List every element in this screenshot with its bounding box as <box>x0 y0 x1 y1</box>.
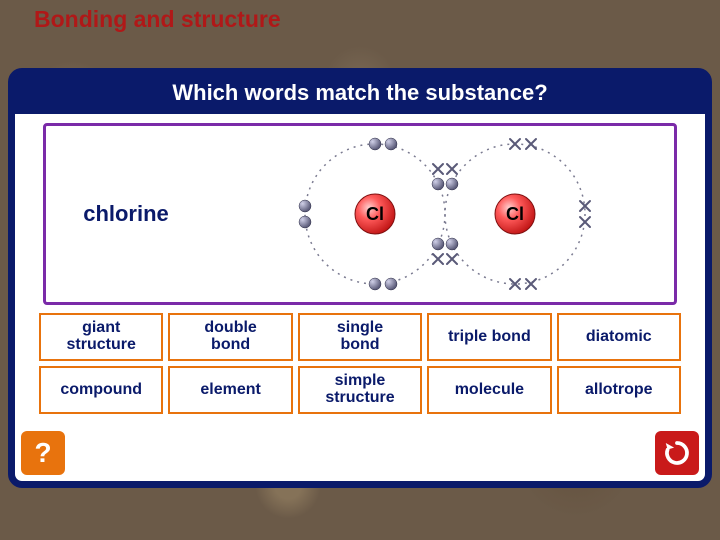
word-option[interactable]: element <box>168 366 292 414</box>
word-option[interactable]: molecule <box>427 366 551 414</box>
substance-box: chlorine Cl Cl <box>43 123 677 305</box>
word-option[interactable]: simple structure <box>298 366 422 414</box>
activity-panel: Which words match the substance? chlorin… <box>8 68 712 488</box>
undo-arrow-icon <box>662 438 692 468</box>
svg-text:Cl: Cl <box>366 204 384 224</box>
word-option[interactable]: triple bond <box>427 313 551 361</box>
banner-title: Which words match the substance? <box>14 74 706 114</box>
word-option[interactable]: compound <box>39 366 163 414</box>
word-option[interactable]: diatomic <box>557 313 681 361</box>
page-title: Bonding and structure <box>34 6 281 33</box>
reset-button[interactable] <box>655 431 699 475</box>
bond-diagram-svg: Cl Cl <box>220 129 650 299</box>
word-option[interactable]: allotrope <box>557 366 681 414</box>
word-option[interactable]: single bond <box>298 313 422 361</box>
bond-diagram: Cl Cl <box>206 126 664 302</box>
svg-text:Cl: Cl <box>506 204 524 224</box>
question-mark-icon: ? <box>34 437 51 469</box>
word-bank: giant structuredouble bondsingle bondtri… <box>39 313 681 414</box>
substance-name: chlorine <box>56 201 196 227</box>
help-button[interactable]: ? <box>21 431 65 475</box>
word-option[interactable]: giant structure <box>39 313 163 361</box>
word-option[interactable]: double bond <box>168 313 292 361</box>
